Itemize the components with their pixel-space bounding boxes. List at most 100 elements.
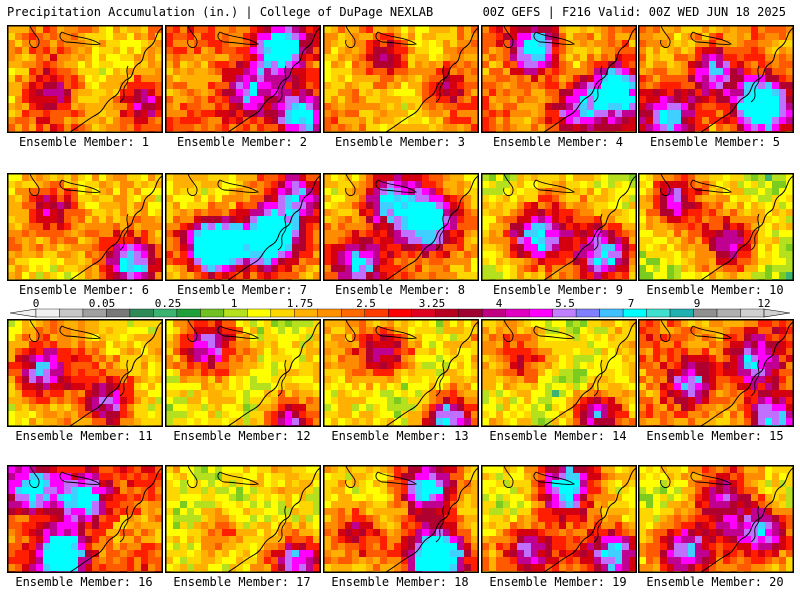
coastline xyxy=(543,467,636,572)
colorbar-tick-label: 2.5 xyxy=(356,297,376,310)
coastline xyxy=(227,27,320,132)
great-lakes-outline xyxy=(29,466,102,489)
coastline xyxy=(69,27,162,132)
coastline xyxy=(227,175,320,280)
bay-outline xyxy=(119,65,129,103)
coastline xyxy=(227,321,320,426)
coastline xyxy=(700,175,793,280)
coastline xyxy=(700,467,793,572)
precipitation-colorbar xyxy=(9,308,791,318)
bay-outline xyxy=(435,505,445,543)
bay-outline xyxy=(750,213,760,251)
precip-map-panel xyxy=(323,25,479,133)
precip-map-panel xyxy=(638,25,794,133)
great-lakes-outline xyxy=(660,320,733,343)
bay-outline xyxy=(277,213,287,251)
ensemble-member-label: Ensemble Member: 18 xyxy=(331,575,469,589)
colorbar-segment xyxy=(153,308,178,318)
bay-outline xyxy=(119,359,129,397)
precip-map-panel xyxy=(7,465,163,573)
colorbar-segment xyxy=(481,308,506,318)
ensemble-member-label: Ensemble Member: 16 xyxy=(15,575,153,589)
great-lakes-outline xyxy=(503,466,576,489)
great-lakes-outline xyxy=(187,320,260,343)
colorbar-tick-label: 5.5 xyxy=(555,297,575,310)
colorbar-tick-label: 3.25 xyxy=(418,297,446,310)
colorbar-segment xyxy=(341,308,365,318)
ensemble-member-label: Ensemble Member: 14 xyxy=(489,429,627,443)
precip-map-panel xyxy=(7,319,163,427)
great-lakes-outline xyxy=(660,26,733,49)
ensemble-member-label: Ensemble Member: 8 xyxy=(334,283,466,297)
bay-outline xyxy=(277,359,287,397)
great-lakes-outline xyxy=(187,466,260,489)
coastline xyxy=(385,321,478,426)
great-lakes-outline xyxy=(660,174,733,197)
coastline xyxy=(69,175,162,280)
precip-map-panel xyxy=(481,465,637,573)
colorbar-segment xyxy=(200,308,225,318)
ensemble-member-label: Ensemble Member: 3 xyxy=(334,135,466,149)
ensemble-member-label: Ensemble Member: 20 xyxy=(646,575,784,589)
coastline xyxy=(543,27,636,132)
coastline xyxy=(543,321,636,426)
precip-map-panel xyxy=(323,319,479,427)
colorbar-segment xyxy=(223,308,248,318)
model-run-info: 00Z GEFS | F216 Valid: 00Z WED JUN 18 20… xyxy=(482,5,786,19)
ensemble-member-label: Ensemble Member: 15 xyxy=(646,429,784,443)
colorbar-segment xyxy=(552,308,577,318)
colorbar-segment xyxy=(505,308,530,318)
colorbar-segment xyxy=(317,308,342,318)
colorbar-segment xyxy=(740,308,765,318)
colorbar-segment xyxy=(176,308,201,318)
great-lakes-outline xyxy=(345,320,418,343)
colorbar-max-arrow xyxy=(763,308,791,318)
colorbar-segment xyxy=(622,308,647,318)
colorbar-min-arrow xyxy=(9,308,37,318)
coastline xyxy=(543,175,636,280)
bay-outline xyxy=(277,505,287,543)
map-title: Precipitation Accumulation (in.) | Colle… xyxy=(7,5,434,19)
precip-map-panel xyxy=(638,319,794,427)
colorbar-segment xyxy=(129,308,154,318)
great-lakes-outline xyxy=(187,174,260,197)
coastline xyxy=(385,467,478,572)
precip-map-panel xyxy=(323,465,479,573)
great-lakes-outline xyxy=(29,26,102,49)
colorbar-tick-label: 9 xyxy=(693,297,701,310)
ensemble-member-label: Ensemble Member: 4 xyxy=(492,135,624,149)
colorbar-tick-label: 0.05 xyxy=(88,297,116,310)
bay-outline xyxy=(593,65,603,103)
colorbar-segment xyxy=(599,308,624,318)
colorbar-tick-label: 0 xyxy=(32,297,40,310)
bay-outline xyxy=(593,505,603,543)
colorbar-segment xyxy=(388,308,412,318)
ensemble-member-label: Ensemble Member: 1 xyxy=(18,135,150,149)
colorbar-segment xyxy=(247,308,272,318)
colorbar-segment xyxy=(528,308,553,318)
colorbar-segment xyxy=(411,308,436,318)
bay-outline xyxy=(119,213,129,251)
great-lakes-outline xyxy=(345,174,418,197)
colorbar-tick-label: 1.75 xyxy=(286,297,314,310)
ensemble-member-label: Ensemble Member: 19 xyxy=(489,575,627,589)
colorbar-segment xyxy=(294,308,319,318)
great-lakes-outline xyxy=(29,174,102,197)
bay-outline xyxy=(593,213,603,251)
bay-outline xyxy=(277,65,287,103)
precip-map-panel xyxy=(165,465,321,573)
bay-outline xyxy=(435,213,445,251)
colorbar-segment xyxy=(693,308,718,318)
coastline xyxy=(385,175,478,280)
precip-map-panel xyxy=(481,173,637,281)
colorbar-segment xyxy=(35,308,60,318)
colorbar-segment xyxy=(575,308,600,318)
colorbar-segment xyxy=(646,308,671,318)
precip-map-panel xyxy=(323,173,479,281)
ensemble-member-label: Ensemble Member: 11 xyxy=(15,429,153,443)
precip-map-panel xyxy=(638,465,794,573)
great-lakes-outline xyxy=(29,320,102,343)
colorbar-segment xyxy=(270,308,295,318)
colorbar-segment xyxy=(435,308,459,318)
ensemble-member-label: Ensemble Member: 17 xyxy=(173,575,311,589)
